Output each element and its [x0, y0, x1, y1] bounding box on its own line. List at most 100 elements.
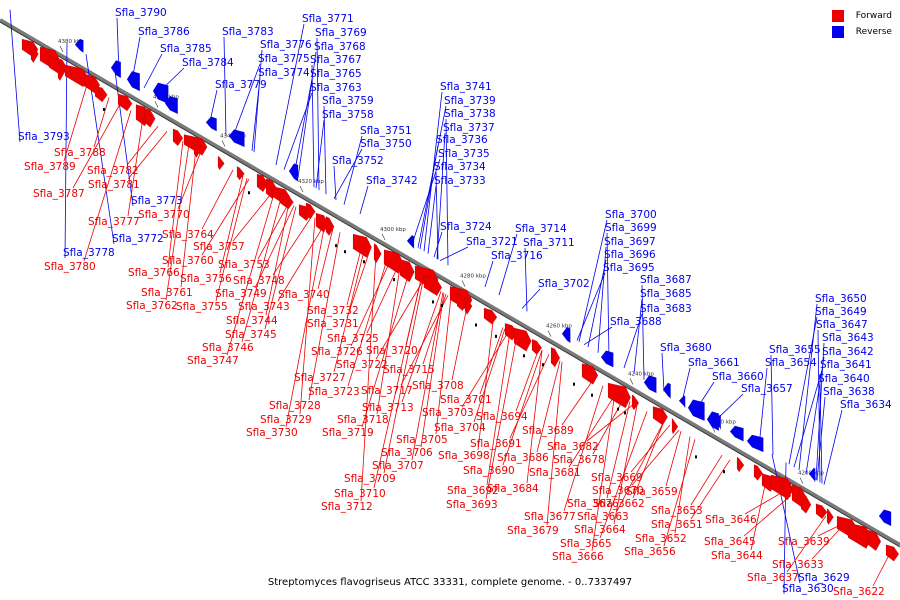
gene-label: Sfla_3695	[603, 262, 655, 274]
gene-label: Sfla_3659	[626, 486, 678, 498]
forward-gene-arrow	[256, 173, 269, 193]
gene-label: Sfla_3729	[260, 414, 312, 426]
scale-tick-mark	[154, 101, 159, 108]
gene-leader-line	[311, 64, 315, 188]
gene-label: Sfla_3740	[278, 289, 330, 301]
gene-leader-line	[265, 202, 290, 316]
gene-leader-line	[484, 260, 494, 288]
gene-label: Sfla_3622	[833, 586, 885, 598]
forward-gene-arrow	[631, 394, 640, 411]
scale-tick-mark	[629, 378, 634, 385]
forward-gene-arrow	[144, 107, 156, 128]
gene-label: Sfla_3723	[308, 386, 360, 398]
gene-label: Sfla_3656	[624, 546, 676, 558]
gene-label: Sfla_3670	[592, 485, 644, 497]
gene-label: Sfla_3649	[815, 306, 867, 318]
gene-label: Sfla_3686	[497, 452, 549, 464]
gene-leader-line	[347, 259, 388, 387]
gene-label: Sfla_3773	[131, 195, 183, 207]
gene-label: Sfla_3639	[778, 536, 830, 548]
forward-gene-arrow	[531, 338, 543, 355]
gene-label: Sfla_3699	[605, 222, 657, 234]
gene-label: Sfla_3637	[747, 572, 799, 584]
forward-gene-arrow	[30, 43, 39, 64]
gene-label: Sfla_3719	[322, 427, 374, 439]
reverse-gene-arrow	[600, 350, 614, 368]
reverse-gene-arrow	[74, 38, 84, 54]
gene-label: Sfla_3641	[820, 359, 872, 371]
gene-label: Sfla_3790	[115, 7, 167, 19]
gene-leader-line	[411, 158, 441, 245]
gene-label: Sfla_3739	[444, 95, 496, 107]
gene-label: Sfla_3644	[711, 550, 763, 562]
forward-gene-arrow	[172, 128, 184, 147]
reverse-gene-arrow	[205, 116, 217, 132]
gene-label: Sfla_3685	[640, 288, 692, 300]
gene-leader-line	[375, 280, 424, 360]
gene-labels: Sfla_3790 Sfla_3786 Sfla_3785 Sfla_3784 Sfla…	[18, 7, 892, 598]
gene-leader-line	[253, 49, 263, 153]
forward-gene-arrow	[94, 85, 108, 103]
gene-leader-line	[641, 284, 645, 380]
gene-label: Sfla_3758	[322, 109, 374, 121]
gene-label: Sfla_3650	[815, 293, 867, 305]
gene-leader-line	[251, 77, 261, 152]
gene-leader-line	[285, 223, 326, 428]
gene-leader-line	[114, 71, 134, 207]
gene-label: Sfla_3784	[182, 57, 234, 69]
gene-leader-line	[750, 480, 767, 551]
gene-label: Sfla_3774	[258, 67, 310, 79]
reverse-gene-arrow	[808, 467, 816, 483]
scale-tick-label: 4220 kbp	[710, 419, 736, 425]
gene-label: Sfla_3712	[321, 501, 373, 513]
gene-label: Sfla_3765	[310, 68, 362, 80]
gene-label: Sfla_3733	[434, 175, 486, 187]
gene-label: Sfla_3657	[741, 383, 793, 395]
gene-label: Sfla_3661	[688, 357, 740, 369]
gene-leader-line	[277, 223, 326, 302]
gene-label: Sfla_3756	[180, 273, 232, 285]
gene-label: Sfla_3741	[440, 81, 492, 93]
gene-leader-line	[805, 356, 825, 475]
gene-label: Sfla_3693	[446, 499, 498, 511]
gene-leader-line	[433, 231, 443, 258]
gene-leader-line	[816, 396, 826, 481]
gene-label: Sfla_3713	[362, 402, 414, 414]
gene-leader-line	[64, 43, 68, 259]
gene-label: Sfla_3684	[487, 483, 539, 495]
gene-label: Sfla_3742	[366, 175, 418, 187]
gene-label: Sfla_3776	[260, 39, 312, 51]
gene-leader-line	[232, 192, 273, 242]
gene-leader-line	[435, 297, 452, 435]
gene-label: Sfla_3653	[651, 505, 703, 517]
gene-label: Sfla_3789	[24, 161, 76, 173]
gene-label: Sfla_3702	[538, 278, 590, 290]
gene-leader-line	[526, 350, 543, 484]
gene-label: Sfla_3779	[215, 79, 267, 91]
feature-marker	[624, 411, 626, 415]
forward-gene-arrow	[325, 216, 335, 236]
gene-label: Sfla_3711	[523, 237, 575, 249]
gene-leader-line	[823, 409, 843, 485]
forward-gene-arrow	[855, 525, 870, 548]
gene-label: Sfla_3651	[651, 519, 703, 531]
legend-reverse-label: Reverse	[855, 27, 892, 37]
gene-label: Sfla_3691	[470, 438, 522, 450]
gene-label: Sfla_3642	[822, 346, 874, 358]
gene-leader-line	[793, 369, 823, 468]
gene-label: Sfla_3654	[765, 357, 817, 369]
gene-leader-line	[578, 219, 608, 342]
forward-gene-arrow	[423, 275, 443, 297]
gene-label: Sfla_3715	[383, 364, 435, 376]
gene-label: Sfla_3706	[381, 447, 433, 459]
gene-leader-line	[323, 105, 327, 195]
gene-label: Sfla_3662	[593, 498, 645, 510]
forward-gene-arrow	[483, 307, 498, 325]
forward-gene-arrow	[581, 363, 599, 385]
scale-tick-label: 4300 kbp	[380, 227, 406, 233]
gene-label: Sfla_3705	[396, 434, 448, 446]
gene-leader-line	[264, 206, 297, 330]
gene-leader-line	[819, 383, 823, 484]
gene-leader-line	[461, 330, 510, 408]
gene-label: Sfla_3683	[640, 303, 692, 315]
